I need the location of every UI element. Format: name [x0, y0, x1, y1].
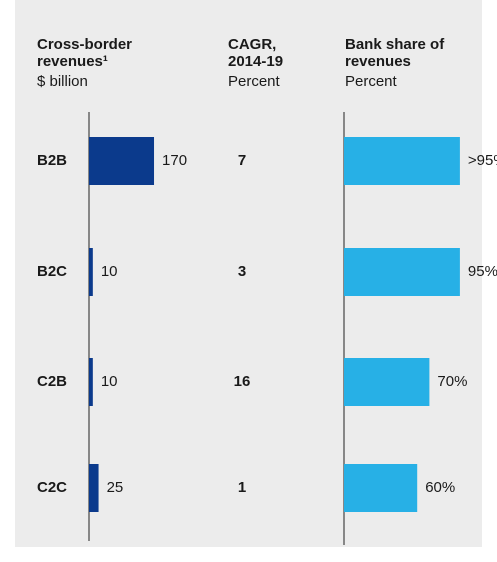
value-label: 10 — [101, 373, 118, 390]
bar — [89, 358, 93, 406]
cagr-value: 7 — [238, 152, 246, 169]
cagr-value: 1 — [238, 479, 246, 496]
value-label: >95% — [468, 152, 497, 169]
value-label: 25 — [107, 479, 124, 496]
bar — [89, 464, 99, 512]
value-label: 10 — [101, 263, 118, 280]
column-title: Cross-border revenues¹ — [37, 36, 133, 70]
bar — [344, 464, 418, 512]
column-unit: Percent — [228, 73, 280, 90]
cagr-value: 3 — [238, 263, 246, 280]
value-label: 70% — [437, 373, 467, 390]
row-label: C2B — [37, 373, 67, 390]
column-unit: Percent — [345, 73, 397, 90]
value-label: 60% — [425, 479, 455, 496]
bar — [344, 137, 460, 185]
column-title: CAGR, 2014-19 — [228, 36, 284, 70]
column-unit: $ billion — [37, 73, 88, 90]
row-label: C2C — [37, 479, 67, 496]
row-label: B2B — [37, 152, 67, 169]
cagr-value: 16 — [234, 373, 251, 390]
bar — [344, 248, 460, 296]
bar — [89, 137, 155, 185]
column-title: Bank share of revenues — [345, 36, 445, 70]
value-label: 95% — [468, 263, 497, 280]
row-label: B2C — [37, 263, 67, 280]
value-label: 170 — [162, 152, 187, 169]
bar — [344, 358, 430, 406]
bar — [89, 248, 93, 296]
